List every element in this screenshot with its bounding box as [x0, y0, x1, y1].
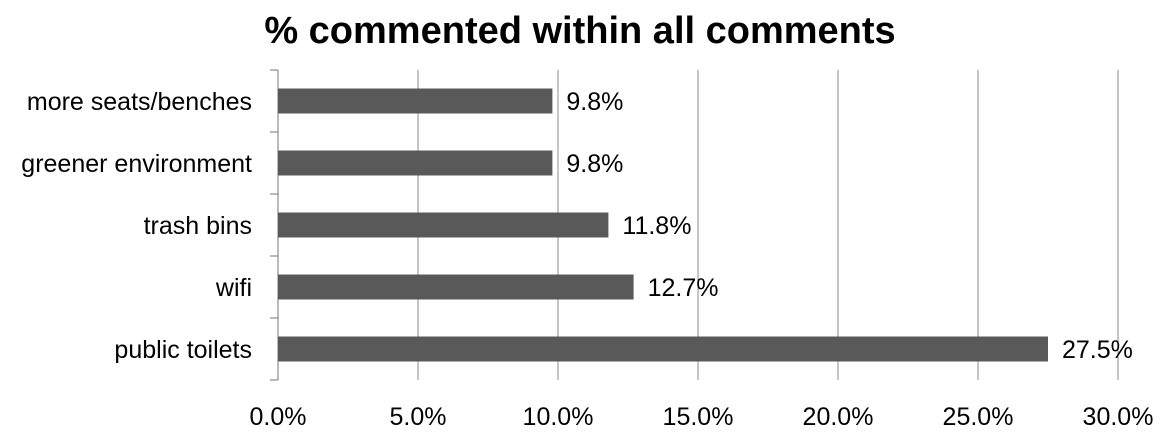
gridlines [417, 70, 1119, 380]
data-label: 9.8% [566, 88, 623, 116]
bar [278, 88, 553, 114]
category-label: trash bins [144, 212, 252, 240]
x-tick-label: 10.0% [523, 403, 594, 431]
category-label: greener environment [21, 150, 252, 178]
bar [278, 212, 609, 238]
category-label: public toilets [114, 336, 252, 364]
bar [278, 150, 553, 176]
category-label: wifi [215, 274, 252, 302]
data-label: 11.8% [622, 212, 691, 240]
bar [278, 336, 1048, 362]
data-label: 12.7% [648, 274, 719, 302]
category-labels: more seats/benches greener environment tra… [21, 88, 252, 364]
chart-title: % commented within all comments [264, 10, 895, 52]
y-axis [270, 69, 279, 381]
x-tick-labels: 0.0% 5.0% 10.0% 15.0% 20.0% 25.0% 30.0% [250, 403, 1154, 431]
data-label: 9.8% [566, 150, 623, 178]
x-tick-label: 5.0% [390, 403, 447, 431]
x-tick-label: 15.0% [663, 403, 734, 431]
bars [278, 88, 1048, 362]
bar [278, 274, 634, 300]
data-label: 27.5% [1062, 336, 1133, 364]
data-labels: 9.8% 9.8% 11.8% 12.7% 27.5% [566, 88, 1132, 364]
x-tick-label: 25.0% [943, 403, 1014, 431]
category-label: more seats/benches [27, 88, 252, 116]
x-tick-label: 30.0% [1083, 403, 1154, 431]
x-tick-label: 20.0% [803, 403, 874, 431]
x-tick-label: 0.0% [250, 403, 307, 431]
